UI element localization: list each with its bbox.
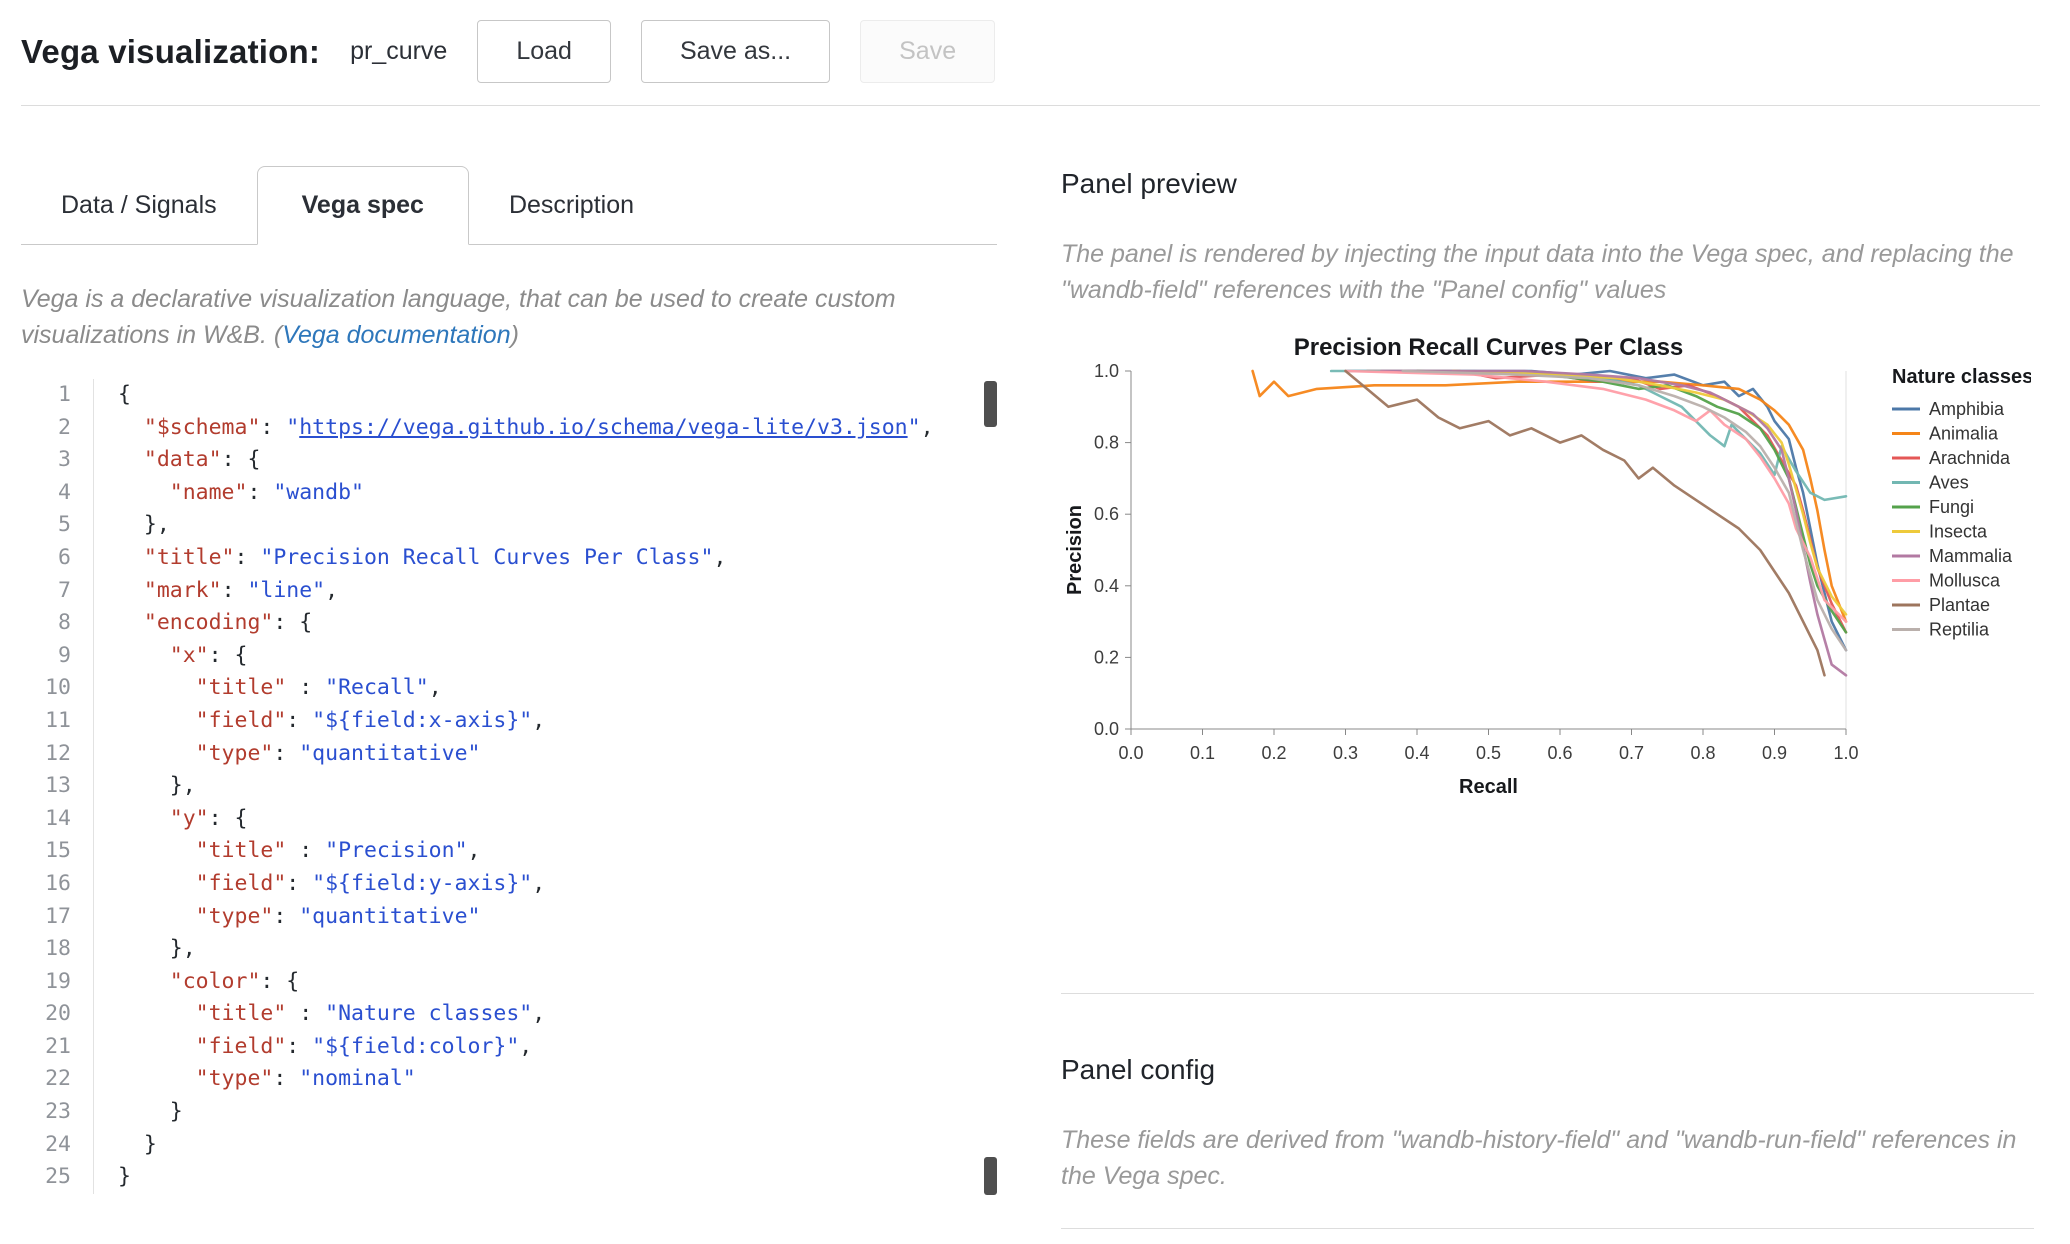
svg-text:0.6: 0.6 — [1094, 504, 1119, 524]
code-line[interactable]: 14 "y": { — [21, 802, 997, 836]
svg-text:0.9: 0.9 — [1762, 743, 1787, 763]
preview-column: Panel preview The panel is rendered by i… — [997, 106, 2070, 1229]
svg-text:0.8: 0.8 — [1094, 432, 1119, 452]
tab-description[interactable]: Description — [508, 191, 635, 219]
panel-config-heading: Panel config — [1061, 1053, 1216, 1085]
code-line[interactable]: 2 "$schema": "https://vega.github.io/sch… — [21, 411, 997, 445]
code-line[interactable]: 19 "color": { — [21, 965, 997, 999]
config-bottom-divider — [1061, 1228, 2034, 1229]
code-line[interactable]: 17 "type": "quantitative" — [21, 900, 997, 934]
tab-bar: Data / Signals Vega spec Description — [21, 166, 997, 245]
code-editor[interactable]: 1{2 "$schema": "https://vega.github.io/s… — [21, 379, 997, 1195]
code-line[interactable]: 9 "x": { — [21, 639, 997, 673]
code-line[interactable]: 21 "field": "${field:color}", — [21, 1030, 997, 1064]
vega-intro-text: Vega is a declarative visualization lang… — [21, 281, 976, 353]
svg-text:Plantae: Plantae — [1929, 595, 1990, 615]
svg-text:Aves: Aves — [1929, 472, 1969, 492]
panel-preview-description: The panel is rendered by injecting the i… — [1061, 240, 2014, 305]
svg-text:0.0: 0.0 — [1118, 743, 1143, 763]
tab-data-signals[interactable]: Data / Signals — [61, 191, 217, 219]
svg-text:Insecta: Insecta — [1929, 521, 1988, 541]
code-line[interactable]: 13 }, — [21, 770, 997, 803]
svg-text:Mollusca: Mollusca — [1929, 570, 2001, 590]
scrollbar-thumb-top[interactable] — [984, 381, 997, 427]
intro-text-after: ) — [510, 321, 519, 349]
svg-text:Mammalia: Mammalia — [1929, 546, 2013, 566]
svg-text:Fungi: Fungi — [1929, 497, 1974, 517]
svg-text:0.5: 0.5 — [1476, 743, 1501, 763]
vega-documentation-link[interactable]: Vega documentation — [282, 321, 511, 349]
code-line[interactable]: 22 "type": "nominal" — [21, 1063, 997, 1097]
save-as-button[interactable]: Save as... — [640, 20, 831, 83]
tab-vega-spec[interactable]: Vega spec — [256, 166, 469, 245]
panel-preview-heading: Panel preview — [1061, 168, 1237, 199]
code-line[interactable]: 7 "mark": "line", — [21, 574, 997, 608]
code-line[interactable]: 24 } — [21, 1128, 997, 1162]
svg-text:0.3: 0.3 — [1333, 743, 1358, 763]
preview-config-divider — [1061, 992, 2034, 994]
code-line[interactable]: 15 "title" : "Precision", — [21, 835, 997, 868]
code-line[interactable]: 25} — [21, 1161, 997, 1194]
code-line[interactable]: 3 "data": { — [21, 444, 997, 477]
svg-text:0.2: 0.2 — [1261, 743, 1286, 763]
svg-text:0.6: 0.6 — [1547, 743, 1572, 763]
page-title: Vega visualization: — [21, 32, 321, 70]
code-line[interactable]: 12 "type": "quantitative" — [21, 737, 997, 771]
svg-text:Reptilia: Reptilia — [1929, 619, 1990, 639]
spec-editor-column: Data / Signals Vega spec Description Veg… — [21, 106, 997, 1195]
scrollbar-thumb-bottom[interactable] — [984, 1157, 997, 1195]
svg-text:0.1: 0.1 — [1190, 743, 1215, 763]
svg-text:0.2: 0.2 — [1094, 647, 1119, 667]
code-line[interactable]: 20 "title" : "Nature classes", — [21, 998, 997, 1031]
main-content: Data / Signals Vega spec Description Veg… — [0, 106, 2070, 1229]
svg-text:Precision Recall Curves Per Cl: Precision Recall Curves Per Class — [1294, 334, 1684, 361]
svg-text:0.4: 0.4 — [1404, 743, 1429, 763]
svg-text:Animalia: Animalia — [1929, 423, 1999, 443]
svg-text:1.0: 1.0 — [1833, 743, 1858, 763]
header: Vega visualization: pr_curve Load Save a… — [0, 0, 2070, 105]
save-button[interactable]: Save — [860, 20, 996, 83]
code-line[interactable]: 5 }, — [21, 509, 997, 542]
intro-text-before: Vega is a declarative visualization lang… — [21, 285, 896, 349]
panel-name-input[interactable]: pr_curve — [350, 37, 448, 65]
svg-text:Arachnida: Arachnida — [1929, 448, 2011, 468]
svg-text:Recall: Recall — [1459, 776, 1518, 798]
code-line[interactable]: 23 } — [21, 1096, 997, 1129]
code-line[interactable]: 10 "title" : "Recall", — [21, 672, 997, 705]
panel-config-description: These fields are derived from "wandb-his… — [1061, 1125, 2017, 1190]
svg-text:0.4: 0.4 — [1094, 575, 1119, 595]
svg-text:0.7: 0.7 — [1619, 743, 1644, 763]
svg-text:0.0: 0.0 — [1094, 719, 1119, 739]
code-line[interactable]: 16 "field": "${field:y-axis}", — [21, 867, 997, 901]
code-lines[interactable]: 1{2 "$schema": "https://vega.github.io/s… — [21, 379, 997, 1194]
code-line[interactable]: 11 "field": "${field:x-axis}", — [21, 704, 997, 738]
code-line[interactable]: 6 "title": "Precision Recall Curves Per … — [21, 541, 997, 575]
load-button[interactable]: Load — [477, 20, 611, 83]
code-line[interactable]: 4 "name": "wandb" — [21, 476, 997, 510]
svg-text:1.0: 1.0 — [1094, 361, 1119, 381]
pr-chart-svg: Precision Recall Curves Per Class 0.0 0.1 0… — [1064, 334, 2031, 798]
code-line[interactable]: 1{ — [21, 379, 997, 412]
code-line[interactable]: 18 }, — [21, 933, 997, 966]
chart-container: Precision Recall Curves Per Class 0.0 0.1 0… — [1061, 333, 2034, 803]
svg-text:0.8: 0.8 — [1690, 743, 1715, 763]
code-line[interactable]: 8 "encoding": { — [21, 607, 997, 640]
svg-text:Nature classes: Nature classes — [1892, 366, 2031, 388]
svg-text:Amphibia: Amphibia — [1929, 399, 2005, 419]
header-divider — [21, 105, 2040, 106]
svg-text:Precision: Precision — [1064, 504, 1086, 594]
